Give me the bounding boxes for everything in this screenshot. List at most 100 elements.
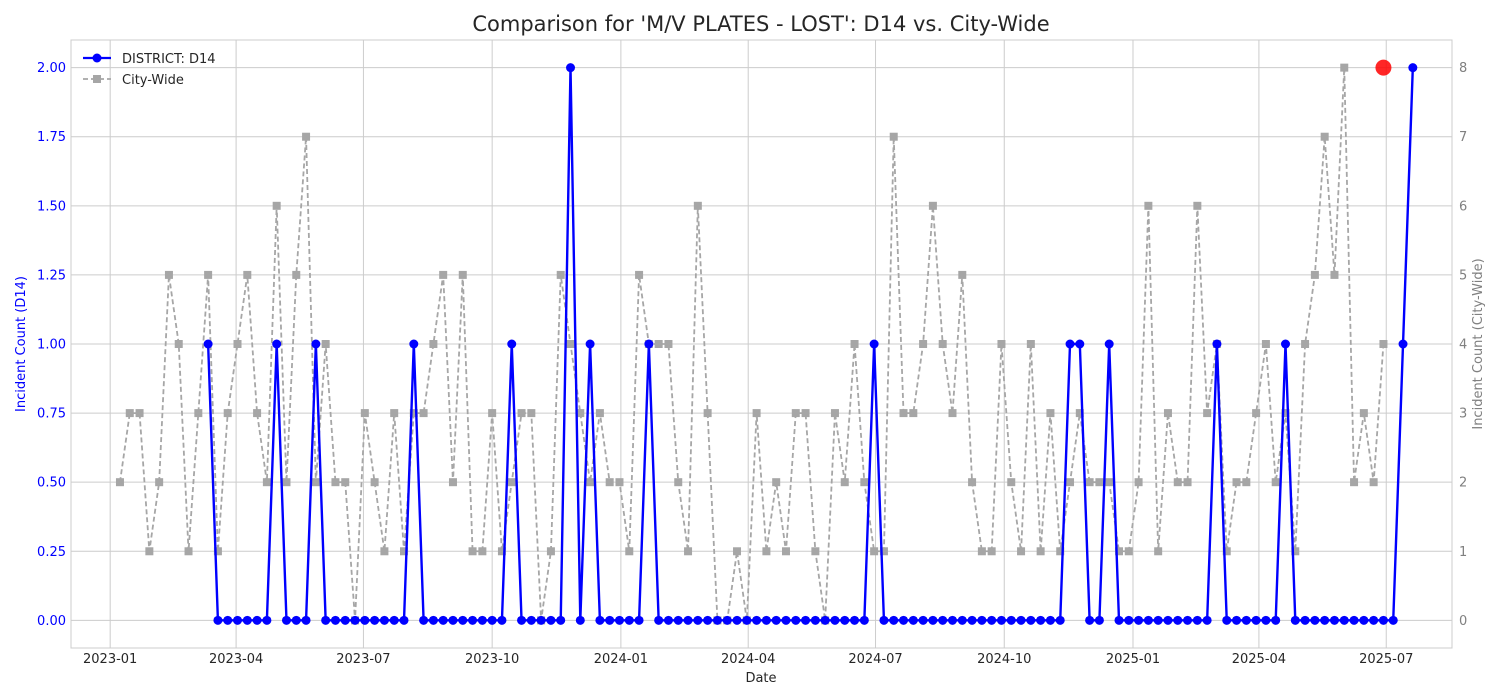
right-y-tick-label: 2 xyxy=(1459,476,1467,491)
district-point xyxy=(360,615,370,625)
legend-citywide-marker xyxy=(93,75,101,83)
district-point xyxy=(526,615,536,625)
citywide-point xyxy=(164,270,173,279)
legend-citywide-label: City-Wide xyxy=(122,73,184,88)
district-point xyxy=(379,615,389,625)
citywide-point xyxy=(321,340,330,348)
district-point xyxy=(252,615,262,625)
district-point xyxy=(1271,615,1281,625)
district-point xyxy=(1016,615,1026,625)
district-point xyxy=(634,615,644,625)
district-point xyxy=(742,615,752,625)
citywide-point xyxy=(1085,478,1094,487)
citywide-point xyxy=(1066,478,1075,487)
x-tick-label: 2023-04 xyxy=(209,652,263,667)
citywide-point xyxy=(1163,409,1172,418)
district-point xyxy=(663,615,673,625)
citywide-point xyxy=(1242,478,1251,487)
citywide-point xyxy=(488,409,497,418)
citywide-point xyxy=(1193,201,1202,210)
citywide-point xyxy=(870,547,879,556)
district-point xyxy=(987,615,997,625)
left-y-tick-label: 2.00 xyxy=(37,61,66,76)
district-point xyxy=(321,615,331,625)
citywide-point xyxy=(1007,478,1016,487)
highlight-layer xyxy=(1375,59,1392,76)
x-tick-label: 2025-07 xyxy=(1359,652,1413,667)
x-tick-label: 2023-10 xyxy=(465,652,519,667)
citywide-point xyxy=(1261,340,1270,348)
district-point xyxy=(213,615,223,625)
district-point xyxy=(791,615,801,625)
x-tick-label: 2025-04 xyxy=(1232,652,1286,667)
district-point xyxy=(899,615,909,625)
district-point xyxy=(507,339,517,349)
citywide-point xyxy=(448,478,457,487)
citywide-point xyxy=(478,547,487,556)
district-point xyxy=(996,615,1006,625)
citywide-point xyxy=(204,270,213,279)
district-point xyxy=(761,615,771,625)
right-y-tick-label: 6 xyxy=(1459,199,1467,214)
district-point xyxy=(928,615,938,625)
district-point xyxy=(693,615,703,625)
citywide-point xyxy=(233,340,242,348)
citywide-point xyxy=(772,478,781,487)
citywide-point xyxy=(272,201,281,210)
district-point xyxy=(732,615,742,625)
district-point xyxy=(262,615,272,625)
citywide-point xyxy=(419,409,428,418)
citywide-point xyxy=(1320,132,1329,141)
citywide-point xyxy=(958,270,967,279)
citywide-point xyxy=(174,340,183,348)
district-point xyxy=(477,615,487,625)
citywide-point xyxy=(977,547,986,556)
district-point xyxy=(624,615,634,625)
citywide-point xyxy=(1075,409,1084,418)
citywide-point xyxy=(1301,340,1310,348)
citywide-point xyxy=(1095,478,1104,487)
district-point xyxy=(1359,615,1369,625)
citywide-point xyxy=(1017,547,1026,556)
right-y-tick-label: 1 xyxy=(1459,545,1467,560)
citywide-point xyxy=(155,478,164,487)
district-point xyxy=(1310,615,1320,625)
district-point xyxy=(1300,615,1310,625)
district-point xyxy=(703,615,713,625)
left-y-tick-label: 1.75 xyxy=(37,130,66,145)
district-point xyxy=(517,615,527,625)
x-tick-label: 2024-01 xyxy=(594,652,648,667)
citywide-point xyxy=(380,547,389,556)
citywide-point xyxy=(1144,201,1153,210)
district-point xyxy=(1134,615,1144,625)
district-point xyxy=(1085,615,1095,625)
citywide-point xyxy=(664,340,673,348)
citywide-point xyxy=(586,478,595,487)
citywide-point xyxy=(889,132,898,141)
district-point xyxy=(1124,615,1134,625)
citywide-point xyxy=(605,478,614,487)
district-point xyxy=(595,615,605,625)
citywide-point xyxy=(546,547,555,556)
district-point xyxy=(644,339,654,349)
district-point xyxy=(291,615,301,625)
citywide-point xyxy=(1222,547,1231,556)
district-point xyxy=(1212,339,1222,349)
district-point xyxy=(428,615,438,625)
citywide-point xyxy=(292,270,301,279)
citywide-line xyxy=(119,67,1385,622)
district-point xyxy=(1045,615,1055,625)
district-point xyxy=(889,615,899,625)
district-point xyxy=(1241,615,1251,625)
series-district-d14 xyxy=(203,63,1418,625)
district-point xyxy=(1320,615,1330,625)
citywide-point xyxy=(899,409,908,418)
district-point xyxy=(1183,615,1193,625)
citywide-point xyxy=(1036,547,1045,556)
district-point xyxy=(801,615,811,625)
citywide-point xyxy=(909,409,918,418)
citywide-point xyxy=(517,409,526,418)
citywide-point xyxy=(1340,63,1349,72)
citywide-point xyxy=(674,478,683,487)
chart-title: Comparison for 'M/V PLATES - LOST': D14 … xyxy=(472,12,1049,36)
